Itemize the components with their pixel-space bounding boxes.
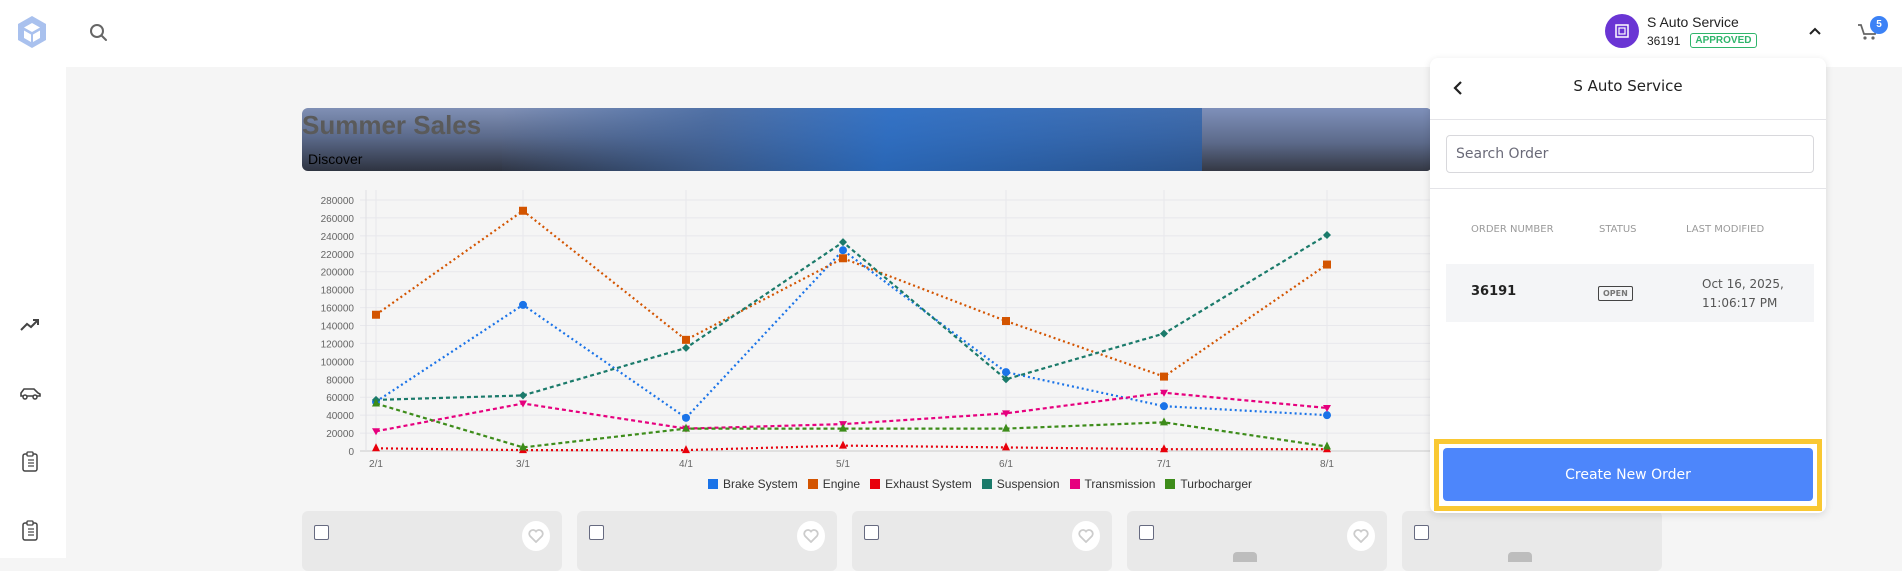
legend-label: Transmission: [1084, 477, 1156, 491]
order-status-badge: OPEN: [1598, 286, 1633, 301]
svg-text:7/1: 7/1: [1157, 459, 1171, 470]
favorite-button[interactable]: [522, 521, 550, 551]
legend-label: Exhaust System: [885, 477, 972, 491]
clipboard-list-icon[interactable]: [18, 519, 42, 543]
svg-text:8/1: 8/1: [1320, 459, 1334, 470]
column-header-status: STATUS: [1599, 224, 1637, 235]
product-card[interactable]: [302, 511, 562, 571]
favorite-button[interactable]: [1072, 521, 1100, 551]
avatar: [1605, 14, 1639, 48]
account-name: S Auto Service: [1647, 14, 1739, 30]
heart-icon: [1353, 529, 1369, 543]
legend-label: Engine: [822, 477, 861, 491]
logo-icon[interactable]: [14, 14, 50, 50]
order-last-modified: Oct 16, 2025, 11:06:17 PM: [1702, 277, 1784, 310]
svg-text:6/1: 6/1: [999, 459, 1013, 470]
svg-text:40000: 40000: [326, 411, 354, 422]
chart-legend: Brake System Engine Exhaust System Suspensi…: [708, 477, 1252, 491]
svg-text:180000: 180000: [321, 286, 355, 297]
banner-title: Summer Sales: [302, 110, 482, 140]
heart-icon: [803, 529, 819, 543]
store-icon: [1615, 24, 1629, 38]
product-card[interactable]: [852, 511, 1112, 571]
heart-icon: [1078, 529, 1094, 543]
sales-line-chart: 0 20000 40000 60000 80000 100000 120000 140000 1…: [302, 180, 1432, 500]
legend-swatch: [807, 479, 818, 489]
legend-swatch: [1165, 479, 1176, 489]
promo-banner[interactable]: Summer Sales Discover: [302, 108, 1432, 171]
product-thumbnail: [1233, 552, 1257, 562]
favorite-button[interactable]: [797, 521, 825, 551]
product-card[interactable]: [577, 511, 837, 571]
sidebar: [0, 67, 66, 558]
banner-image: [502, 108, 1202, 171]
column-header-last-modified: LAST MODIFIED: [1686, 224, 1765, 235]
legend-item[interactable]: Exhaust System: [870, 477, 972, 491]
svg-text:120000: 120000: [321, 339, 355, 350]
svg-text:140000: 140000: [321, 322, 355, 333]
car-icon[interactable]: [18, 381, 42, 405]
product-card[interactable]: [1127, 511, 1387, 571]
column-header-order-number: ORDER NUMBER: [1471, 224, 1554, 235]
svg-text:60000: 60000: [326, 393, 354, 404]
legend-swatch: [870, 479, 881, 489]
svg-text:5/1: 5/1: [836, 459, 850, 470]
legend-label: Suspension: [996, 477, 1060, 491]
svg-text:2/1: 2/1: [369, 459, 383, 470]
legend-item[interactable]: Transmission: [1069, 477, 1156, 491]
approved-badge: APPROVED: [1690, 33, 1757, 48]
search-icon[interactable]: [88, 22, 110, 44]
svg-text:100000: 100000: [321, 357, 355, 368]
legend-item[interactable]: Brake System: [708, 477, 798, 491]
svg-text:0: 0: [348, 447, 354, 458]
svg-text:3/1: 3/1: [516, 459, 530, 470]
svg-text:280000: 280000: [321, 196, 355, 207]
legend-swatch: [1069, 479, 1080, 489]
order-row[interactable]: 36191 OPEN Oct 16, 2025, 11:06:17 PM: [1446, 264, 1814, 322]
banner-discover-link[interactable]: Discover: [308, 151, 363, 167]
trending-up-icon[interactable]: [18, 313, 42, 337]
create-new-order-button[interactable]: Create New Order: [1443, 448, 1813, 501]
top-bar: S Auto Service 36191 APPROVED 5: [0, 0, 1902, 67]
back-chevron-icon[interactable]: [1448, 78, 1468, 98]
svg-text:220000: 220000: [321, 250, 355, 261]
product-card[interactable]: [1402, 511, 1662, 571]
create-order-highlight: Create New Order: [1434, 439, 1822, 511]
svg-text:4/1: 4/1: [679, 459, 693, 470]
panel-title: S Auto Service: [1573, 77, 1683, 95]
clipboard-list-icon[interactable]: [18, 450, 42, 474]
product-select-checkbox[interactable]: [1139, 525, 1154, 540]
account-number: 36191: [1647, 33, 1681, 48]
product-thumbnail: [1508, 552, 1532, 562]
order-dropdown-panel: S Auto Service ORDER NUMBER STATUS LAST …: [1430, 58, 1826, 513]
legend-item[interactable]: Turbocharger: [1165, 477, 1252, 491]
legend-item[interactable]: Engine: [807, 477, 861, 491]
legend-swatch: [708, 479, 718, 489]
legend-item[interactable]: Suspension: [981, 477, 1060, 491]
chevron-up-icon[interactable]: [1806, 22, 1824, 40]
chart-canvas: 0 20000 40000 60000 80000 100000 120000 140000 1…: [321, 190, 1432, 470]
heart-icon: [528, 529, 544, 543]
svg-text:20000: 20000: [326, 429, 354, 440]
cart-count-badge: 5: [1870, 16, 1888, 34]
svg-text:80000: 80000: [326, 375, 354, 386]
product-select-checkbox[interactable]: [589, 525, 604, 540]
svg-text:200000: 200000: [321, 268, 355, 279]
banner-image-right: [1202, 108, 1432, 171]
product-select-checkbox[interactable]: [1414, 525, 1429, 540]
legend-label: Turbocharger: [1180, 477, 1252, 491]
product-select-checkbox[interactable]: [864, 525, 879, 540]
legend-swatch: [981, 479, 992, 489]
panel-header: S Auto Service: [1430, 58, 1826, 120]
account-switcher[interactable]: S Auto Service 36191 APPROVED: [1605, 14, 1757, 48]
product-select-checkbox[interactable]: [314, 525, 329, 540]
svg-text:160000: 160000: [321, 304, 355, 315]
svg-text:240000: 240000: [321, 232, 355, 243]
svg-text:260000: 260000: [321, 214, 355, 225]
divider: [1430, 188, 1826, 189]
order-number: 36191: [1471, 284, 1517, 299]
legend-label: Brake System: [723, 477, 798, 491]
search-order-input[interactable]: [1446, 135, 1814, 173]
favorite-button[interactable]: [1347, 521, 1375, 551]
